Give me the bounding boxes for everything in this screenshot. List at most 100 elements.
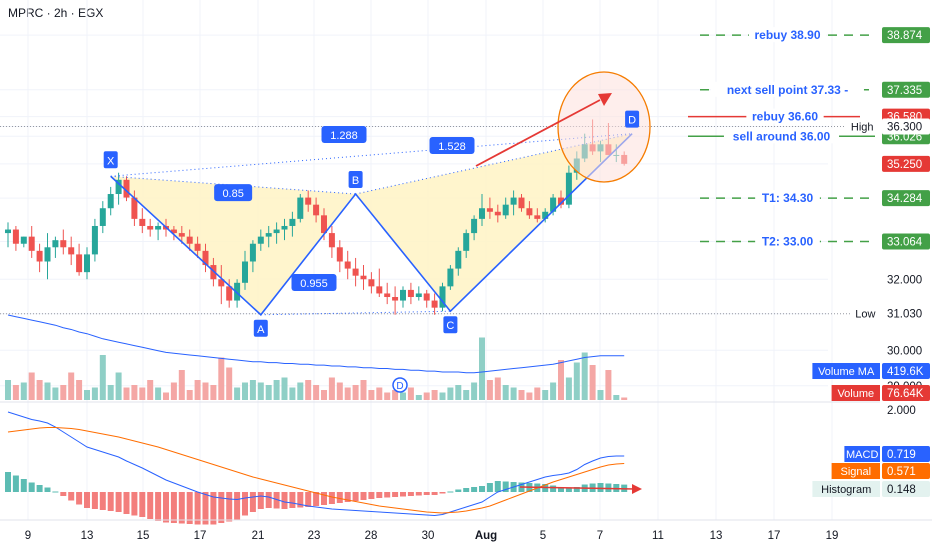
volume-bar bbox=[321, 390, 327, 400]
histogram-bar bbox=[28, 482, 35, 492]
signal-line bbox=[7, 427, 625, 514]
price-tag-bg-0 bbox=[882, 27, 930, 44]
price-tag-bg-7 bbox=[882, 233, 930, 250]
price-tick-7: 33.064 bbox=[887, 236, 923, 248]
ratio-bcd: 1.528 bbox=[438, 141, 466, 153]
volume-bar bbox=[423, 392, 430, 400]
candle-body bbox=[471, 218, 478, 234]
candle-body bbox=[534, 215, 541, 219]
histogram-bar bbox=[384, 492, 391, 498]
histogram-bar bbox=[99, 492, 106, 510]
level-text-bg-0 bbox=[748, 27, 827, 43]
histogram-bar bbox=[336, 492, 343, 503]
candle-body bbox=[68, 247, 75, 255]
time-tick-5: 23 bbox=[308, 530, 321, 542]
volume-bar bbox=[360, 380, 367, 400]
volume-ma-label-bg bbox=[812, 363, 880, 379]
candle-body bbox=[510, 197, 517, 205]
price-axis-bg bbox=[880, 0, 932, 520]
volume-bar bbox=[621, 397, 628, 400]
candle-body bbox=[392, 297, 399, 301]
volume-bar bbox=[558, 360, 564, 400]
volume-bar bbox=[510, 387, 517, 400]
ratio-xab: 0.85 bbox=[222, 188, 243, 200]
histogram-arrow-head bbox=[632, 484, 642, 494]
histogram-bar bbox=[463, 488, 470, 492]
volume-bar bbox=[392, 390, 399, 400]
signal-label: Signal bbox=[841, 466, 872, 478]
volume-bar bbox=[36, 380, 43, 400]
level-text-bg-3 bbox=[723, 128, 840, 144]
histogram-bar bbox=[194, 492, 201, 525]
candle-body bbox=[202, 250, 209, 266]
histogram-bar bbox=[5, 472, 11, 492]
candle-body bbox=[360, 275, 367, 280]
histogram-bar bbox=[471, 487, 478, 492]
candle-body bbox=[518, 197, 525, 209]
candle-body bbox=[321, 215, 327, 234]
volume-bar bbox=[218, 357, 225, 400]
histogram-bar bbox=[305, 492, 312, 507]
volume-bar bbox=[44, 382, 51, 400]
histogram-bar bbox=[265, 492, 272, 508]
volume-bar bbox=[28, 372, 35, 400]
level-text-3: sell around 36.00 bbox=[733, 129, 831, 143]
pattern-dotted-0 bbox=[110, 175, 356, 195]
candle-body bbox=[115, 179, 122, 195]
price-tag-bg-1 bbox=[882, 81, 930, 98]
histogram-bar bbox=[84, 492, 90, 508]
price-tick-6: 34.284 bbox=[887, 193, 923, 205]
volume-bar bbox=[273, 380, 280, 400]
histogram-bar bbox=[573, 487, 580, 492]
volume-bar bbox=[486, 380, 493, 400]
candle-body bbox=[344, 261, 351, 269]
candle-body bbox=[455, 250, 462, 269]
volume-bar bbox=[234, 387, 241, 400]
d-marker-text: D bbox=[396, 381, 403, 392]
candle-body bbox=[234, 282, 241, 301]
time-tick-3: 17 bbox=[194, 530, 207, 542]
candle-body bbox=[328, 233, 335, 248]
histogram-value: 0.148 bbox=[887, 484, 916, 496]
volume-bar bbox=[550, 382, 557, 400]
volume-bar bbox=[589, 365, 596, 400]
histogram-bar bbox=[36, 485, 43, 492]
price-tick-10: 30.000 bbox=[887, 345, 922, 357]
candle-body bbox=[479, 208, 485, 219]
histogram-bar bbox=[597, 483, 604, 492]
histogram-bar bbox=[321, 492, 327, 505]
time-tick-4: 21 bbox=[252, 530, 265, 542]
volume-bar bbox=[99, 355, 106, 400]
histogram-bar bbox=[415, 492, 422, 496]
high-value: 36.300 bbox=[887, 122, 922, 134]
volume-value: 76.64K bbox=[887, 388, 924, 400]
candle-body bbox=[376, 286, 383, 294]
level-text-2: rebuy 36.60 bbox=[752, 110, 818, 124]
volume-bar bbox=[202, 382, 209, 400]
candle-body bbox=[542, 211, 549, 219]
histogram-bar bbox=[186, 492, 193, 524]
level-text-bg-4 bbox=[755, 190, 820, 206]
candle-body bbox=[20, 236, 27, 244]
volume-bar bbox=[60, 385, 67, 400]
candle-body bbox=[139, 218, 146, 226]
candle-body bbox=[52, 240, 59, 248]
histogram-bar bbox=[494, 481, 501, 492]
volume-bar bbox=[84, 390, 90, 400]
candle-body bbox=[60, 240, 67, 248]
candle-body bbox=[384, 293, 391, 298]
candle-body bbox=[5, 229, 11, 234]
histogram-bar bbox=[431, 492, 438, 495]
candle-body bbox=[226, 286, 233, 301]
level-lines: rebuy 38.90 next sell point 37.33 - rebuy … bbox=[688, 27, 875, 249]
candle-body bbox=[336, 247, 343, 262]
candle-body bbox=[502, 204, 509, 216]
volume-ma-value-bg bbox=[882, 363, 930, 379]
histogram-bar bbox=[486, 483, 493, 492]
pattern-point-B: B bbox=[352, 175, 359, 187]
volume-bar bbox=[415, 395, 422, 400]
histogram-label-bg bbox=[812, 481, 880, 497]
histogram-bar bbox=[178, 492, 185, 524]
candle-body bbox=[12, 229, 19, 244]
